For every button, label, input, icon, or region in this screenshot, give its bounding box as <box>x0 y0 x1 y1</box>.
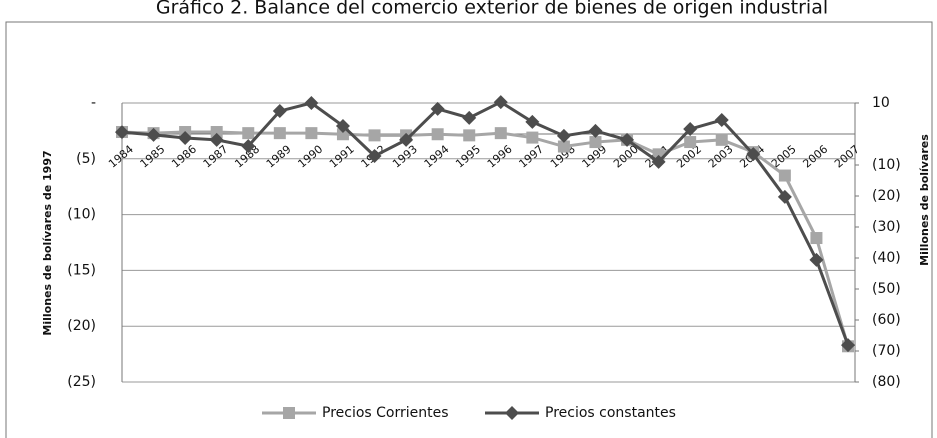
point <box>368 129 381 142</box>
point <box>810 232 823 245</box>
x-tick-label: 1987 <box>201 143 231 171</box>
point <box>841 338 855 353</box>
point <box>431 128 444 141</box>
point <box>525 114 540 129</box>
x-tick-label: 2007 <box>832 143 862 171</box>
x-tick-label: 1996 <box>485 143 515 171</box>
point <box>620 132 635 147</box>
point <box>651 154 666 169</box>
point <box>809 252 824 267</box>
point <box>242 127 255 140</box>
legend-label: Precios constantes <box>545 405 676 421</box>
point <box>588 123 603 138</box>
point <box>462 110 477 125</box>
y-axis-title: Millones de bolívares de 1997 <box>41 150 54 335</box>
point <box>273 127 286 140</box>
point <box>304 96 319 110</box>
y2-tick-label: (10) <box>872 157 901 173</box>
x-tick-label: 1991 <box>327 143 357 171</box>
y-tick-label: (5) <box>76 151 96 167</box>
y2-tick-label: (20) <box>872 188 901 204</box>
point <box>526 131 539 144</box>
point <box>178 131 193 146</box>
x-tick-label: 1990 <box>295 143 325 171</box>
point <box>777 189 792 204</box>
point <box>399 132 414 147</box>
chart-frame <box>5 21 933 438</box>
point <box>430 101 445 116</box>
legend-label: Precios Corrientes <box>322 405 449 421</box>
point <box>589 136 602 149</box>
point <box>115 125 129 140</box>
y2-tick-label: 10 <box>872 95 890 111</box>
y2-axis-title: Millones de bolívares <box>918 134 931 266</box>
point <box>241 139 256 154</box>
point <box>305 127 318 140</box>
y-tick-label: (20) <box>67 318 96 334</box>
point <box>210 126 223 139</box>
y2-tick-label: (80) <box>872 374 901 390</box>
point <box>335 118 350 133</box>
point <box>272 104 287 119</box>
x-tick-label: 1986 <box>169 143 199 171</box>
y-tick-label: (10) <box>67 207 96 223</box>
y2-tick-label: (70) <box>872 343 901 359</box>
point <box>146 127 161 142</box>
point <box>557 140 570 153</box>
y2-tick-label: (50) <box>872 281 901 297</box>
series-line <box>121 100 850 346</box>
point <box>714 113 729 128</box>
point <box>778 169 791 182</box>
point <box>556 128 571 143</box>
point <box>684 136 697 149</box>
y-tick-label: (15) <box>67 262 96 278</box>
point <box>715 133 728 146</box>
point <box>494 127 507 140</box>
point <box>683 122 698 137</box>
x-tick-label: 1997 <box>516 143 546 171</box>
point <box>493 95 508 110</box>
x-tick-label: 1985 <box>138 143 168 171</box>
x-tick-label: 2006 <box>800 143 830 171</box>
point <box>505 406 519 420</box>
point <box>209 132 224 147</box>
chart-title: Gráfico 2. Balance del comercio exterior… <box>156 0 828 19</box>
point <box>367 149 382 164</box>
x-tick-label: 1989 <box>264 143 294 171</box>
y-tick-label: - <box>91 95 96 111</box>
point <box>336 128 349 141</box>
x-tick-label: 1995 <box>453 143 483 171</box>
point <box>283 407 295 419</box>
point <box>463 129 476 142</box>
x-tick-label: 1994 <box>422 143 452 171</box>
x-tick-label: 1984 <box>106 143 136 171</box>
y-tick-label: (25) <box>67 374 96 390</box>
y2-tick-label: (40) <box>872 250 901 266</box>
x-tick-label: 2003 <box>706 143 736 171</box>
y2-tick-label: (30) <box>872 219 901 235</box>
y2-tick-label: (60) <box>872 312 901 328</box>
point <box>746 147 761 162</box>
